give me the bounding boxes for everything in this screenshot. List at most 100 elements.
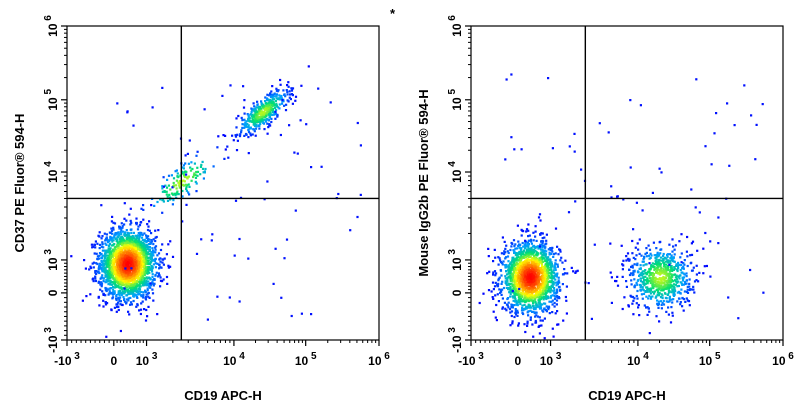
event-point — [275, 109, 278, 112]
event-point — [120, 277, 123, 280]
event-point — [538, 247, 542, 250]
event-point — [558, 248, 561, 251]
event-point — [130, 236, 133, 239]
event-point — [122, 267, 125, 270]
event-point — [190, 161, 193, 164]
event-point — [129, 276, 132, 279]
event-point — [145, 270, 148, 273]
event-point — [649, 297, 653, 300]
event-point — [518, 267, 521, 270]
event-point — [523, 263, 526, 267]
event-point — [517, 275, 520, 278]
event-point — [241, 126, 244, 129]
event-point — [165, 275, 169, 279]
event-point — [92, 261, 96, 264]
event-point — [112, 249, 116, 253]
y-tick-label: 10 6 — [43, 15, 60, 37]
event-point — [136, 241, 139, 244]
event-point — [557, 296, 560, 299]
event-point — [103, 254, 107, 257]
event-point — [506, 277, 509, 280]
event-point — [144, 296, 147, 299]
event-point — [115, 233, 118, 236]
event-point — [522, 249, 526, 252]
event-point — [272, 101, 275, 104]
event-point — [538, 300, 541, 303]
event-point — [500, 282, 503, 285]
event-point — [541, 319, 544, 322]
event-point — [195, 190, 198, 193]
event-point — [356, 121, 359, 125]
y-tick-label: 10 5 — [43, 89, 60, 111]
event-point — [135, 263, 138, 266]
event-point — [122, 264, 126, 267]
event-point — [137, 269, 140, 272]
event-point — [119, 269, 122, 272]
event-point — [146, 259, 149, 262]
event-point — [533, 266, 536, 269]
event-point — [101, 241, 104, 244]
event-point — [157, 272, 160, 275]
event-point — [533, 254, 536, 257]
event-point — [264, 100, 267, 103]
event-point — [529, 252, 532, 255]
event-point — [136, 246, 140, 249]
event-point — [526, 241, 530, 244]
event-point — [551, 303, 554, 306]
event-point — [535, 251, 538, 254]
event-point — [117, 232, 121, 235]
event-point — [117, 267, 120, 270]
event-point — [192, 175, 195, 179]
event-point — [545, 233, 548, 236]
event-point — [247, 115, 250, 118]
event-point — [120, 294, 123, 297]
event-point — [178, 182, 181, 185]
event-point — [527, 229, 530, 232]
event-point — [122, 269, 125, 272]
event-point — [655, 295, 658, 298]
event-point — [532, 258, 535, 261]
event-point — [125, 246, 128, 249]
event-point — [494, 281, 497, 284]
event-point — [123, 261, 126, 264]
event-point — [121, 235, 124, 238]
event-point — [118, 286, 121, 289]
event-point — [137, 225, 140, 228]
event-point — [118, 300, 121, 303]
event-point — [525, 275, 528, 278]
event-point — [497, 263, 500, 266]
event-point — [633, 278, 636, 281]
event-point — [517, 324, 520, 327]
event-point — [636, 242, 639, 245]
event-point — [528, 300, 531, 303]
event-point — [142, 252, 145, 256]
event-point — [181, 166, 184, 169]
event-point — [244, 123, 247, 126]
event-point — [284, 109, 288, 112]
event-point — [147, 305, 150, 308]
event-point — [660, 259, 663, 262]
event-point — [244, 132, 248, 136]
event-point — [547, 308, 550, 311]
event-point — [525, 298, 528, 301]
event-point — [126, 241, 129, 244]
event-point — [227, 156, 230, 159]
event-point — [136, 280, 139, 283]
event-point — [550, 261, 553, 264]
event-point — [176, 190, 179, 193]
event-point — [286, 90, 289, 94]
event-point — [531, 310, 534, 313]
event-point — [277, 106, 280, 109]
event-point — [148, 296, 151, 299]
event-point — [317, 87, 320, 90]
event-point — [104, 275, 107, 278]
event-point — [143, 247, 146, 250]
event-point — [552, 280, 555, 283]
event-point — [159, 257, 162, 260]
event-point — [500, 290, 503, 293]
event-point — [138, 235, 141, 238]
event-point — [107, 249, 111, 252]
event-point — [116, 281, 119, 284]
event-point — [505, 283, 508, 286]
event-point — [108, 269, 111, 272]
